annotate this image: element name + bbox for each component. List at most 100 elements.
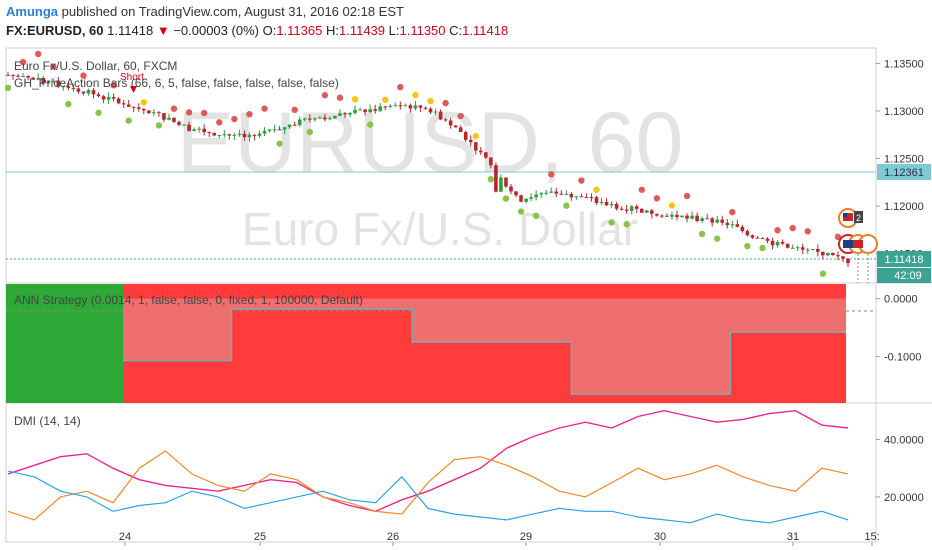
candle-body — [765, 238, 770, 241]
green-dot — [623, 221, 630, 228]
candle-body — [307, 118, 312, 120]
candle-body — [172, 117, 176, 122]
candle-body — [750, 235, 755, 238]
high-label: H: — [325, 23, 339, 38]
red-dot — [19, 58, 27, 66]
event-cluster-icon[interactable] — [838, 234, 878, 254]
candle-body — [443, 119, 448, 121]
countdown-label: 42:09 — [894, 270, 922, 282]
candle-body — [373, 109, 377, 111]
dmi-plus-line — [7, 450, 849, 521]
candle-body — [826, 253, 830, 256]
candle-body — [775, 241, 780, 246]
yellow-dot — [427, 97, 434, 105]
candle-body — [26, 76, 30, 78]
candle-body — [378, 106, 383, 111]
event-flag-icon[interactable]: 2 — [838, 208, 863, 228]
candle-body — [368, 109, 372, 113]
candle-body — [217, 135, 222, 137]
green-dot — [65, 100, 72, 108]
candle-body — [247, 134, 252, 138]
short-arrow-icon — [130, 86, 137, 93]
red-dot — [34, 50, 42, 58]
strategy-title: ANN Strategy (0.0014, 1, false, false, 0… — [14, 293, 363, 307]
candle-body — [348, 112, 352, 115]
red-dot — [638, 186, 645, 193]
candle-body — [534, 194, 538, 198]
dmi-tick-label: 20.0000 — [884, 492, 924, 504]
time-tick-label: 29 — [520, 531, 532, 543]
candle-body — [650, 210, 654, 214]
open-value: 1.11365 — [276, 23, 323, 38]
candle-body — [418, 105, 423, 108]
candle-body — [453, 125, 458, 128]
candle-body — [86, 90, 91, 94]
yellow-dot — [382, 96, 389, 103]
red-dot — [804, 228, 811, 235]
candles-group — [6, 72, 850, 267]
candle-body — [408, 105, 413, 109]
candle-body — [71, 87, 76, 89]
candle-body — [780, 241, 785, 244]
price-change: −0.00003 (0%) — [173, 23, 259, 38]
candle-body — [519, 195, 523, 202]
green-dot — [532, 212, 540, 220]
candle-body — [56, 80, 61, 87]
green-dot — [698, 230, 706, 238]
candle-body — [670, 214, 674, 217]
candle-body — [142, 108, 146, 111]
red-dot — [683, 192, 691, 200]
candle-body — [91, 90, 96, 95]
candle-body — [574, 196, 579, 198]
candle-body — [539, 193, 543, 195]
svg-text:2: 2 — [856, 213, 861, 223]
red-dot — [653, 195, 661, 202]
red-dot — [729, 208, 736, 216]
down-arrow-icon: ▼ — [156, 23, 170, 38]
strategy-axis[interactable]: 0.0000 -0.1000 — [876, 294, 921, 364]
strategy-green-block — [6, 284, 123, 403]
candle-body — [363, 109, 367, 113]
green-dot — [487, 176, 495, 183]
candle-body — [292, 124, 297, 126]
candle-body — [101, 96, 106, 100]
candle-body — [36, 78, 40, 80]
main-title: Euro Fx/U.S. Dollar, 60, FXCM — [14, 59, 177, 73]
candle-body — [468, 139, 473, 143]
candle-body — [655, 213, 659, 216]
candle-body — [831, 253, 835, 256]
yellow-dot — [668, 202, 676, 209]
candle-body — [710, 218, 714, 223]
candle-body — [448, 120, 453, 126]
green-dot — [517, 208, 525, 215]
candle-body — [473, 142, 478, 151]
green-dot — [4, 84, 12, 92]
author-name[interactable]: Amunga — [6, 4, 58, 19]
candle-body — [116, 98, 121, 104]
green-dot — [125, 117, 132, 124]
candle-body — [423, 107, 428, 109]
candle-body — [634, 206, 639, 209]
red-dot — [200, 109, 208, 117]
candle-body — [549, 191, 554, 193]
candle-body — [645, 210, 649, 213]
open-label: O: — [262, 23, 277, 38]
dmi-axis[interactable]: 40.0000 20.0000 — [876, 434, 924, 504]
price-tick-label: 1.12000 — [884, 201, 924, 213]
low-value: 1.11350 — [399, 23, 446, 38]
time-axis[interactable]: 24 25 26 29 30 31 15: — [119, 531, 880, 546]
candle-body — [428, 108, 433, 113]
time-tick-label: 25 — [254, 531, 266, 543]
candle-body — [167, 117, 171, 120]
green-dot — [276, 140, 283, 147]
green-dot — [366, 121, 374, 128]
candle-body — [207, 132, 211, 134]
candle-body — [438, 111, 443, 120]
red-dot — [548, 171, 555, 178]
candle-body — [433, 111, 438, 113]
candle-body — [609, 203, 614, 206]
candle-body — [197, 128, 201, 130]
red-dot — [170, 105, 178, 112]
